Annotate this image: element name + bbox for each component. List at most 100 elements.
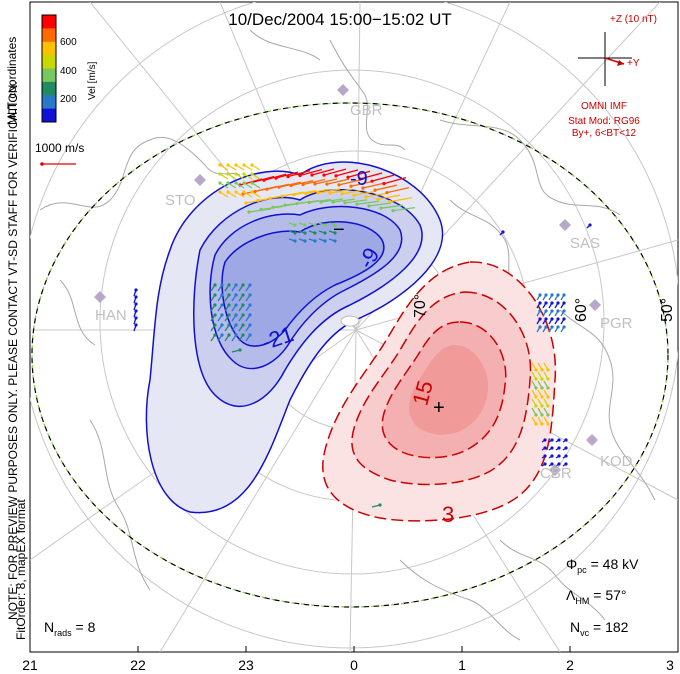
vector-origin [564,438,568,442]
vector-origin [540,386,544,390]
velocity-vector [320,198,344,203]
vector-origin [546,413,550,417]
vector-origin [220,283,224,287]
velocity-vector [350,180,374,187]
vector-origin [226,172,230,176]
vector-origin [220,293,224,297]
vector-origin [325,182,329,186]
vector-origin [544,309,548,313]
radar-marker [194,174,206,186]
vector-origin [546,368,550,372]
stat-n-vc: 182 [605,619,629,635]
vector-origin [218,181,222,185]
vector-origin [534,422,538,426]
vector-origin [293,231,297,235]
vector-origin [238,348,242,352]
vector-origin [242,190,246,194]
imf-condition: By+, 6<BT<12 [572,128,637,139]
colorbar-tick-200: 200 [60,94,77,105]
colorbar-tick-600: 600 [60,37,77,48]
vector-origin [540,413,544,417]
vector-origin [540,377,544,381]
velocity-vector [374,184,398,191]
vector-origin [501,230,505,234]
vector-origin [323,231,327,235]
vector-origin [283,203,287,207]
vector-origin [550,438,554,442]
vector-origin [292,192,296,197]
vector-origin [367,204,371,208]
stat-lambda-hm: 57° [605,587,626,603]
vector-origin [343,201,347,205]
velocity-vector [377,194,401,200]
velocity-vector [371,174,395,182]
vector-origin [226,181,230,185]
velocity-vector [386,186,410,194]
vector-origin [234,313,238,317]
vector-origin [534,395,538,399]
vector-origin [556,309,560,313]
vector-origin [388,199,392,204]
vector-origin [562,317,566,321]
radar-label: SAS [570,235,600,252]
vector-origin [234,323,238,327]
velocity-vector [302,178,326,186]
vector-origin [550,317,554,321]
vector-origin [313,182,317,186]
lat-label-50: 50° [659,298,676,322]
vector-origin [213,293,217,297]
vector-origin [323,223,327,227]
velocity-vector [344,199,368,204]
vector-origin [543,438,547,442]
colorbar-cell [42,15,56,29]
vector-origin [220,303,224,307]
vector-origin [337,183,341,187]
coordinate-label: MLT coordinates [5,37,19,125]
vector-origin [259,207,263,212]
vector-origin [323,239,327,243]
svg-text:Φpc = 48 kV: Φpc = 48 kV [566,556,639,575]
negative-cell [145,161,444,514]
vector-origin [546,377,550,381]
vector-origin [303,239,307,243]
vector-origin [226,190,230,194]
vector-origin [328,191,332,195]
vector-scale-label: 1000 m/s [35,141,84,155]
vector-origin [286,174,290,179]
radar-label: STO [165,192,196,209]
radar-label: GBR [350,102,383,119]
vector-origin [256,198,260,203]
velocity-vector [275,171,299,179]
colorbar-cell [42,68,56,83]
colorbar-cell [42,95,56,110]
vector-origin [268,196,272,200]
vector-origin [346,175,350,179]
vector-origin [534,377,538,381]
mlt-tick-label: 1 [458,657,466,673]
vector-origin [557,446,561,450]
vector-origin [546,386,550,390]
velocity-vector [365,192,389,198]
vector-origin [534,368,538,372]
vector-origin [234,190,238,194]
vector-origin [248,313,252,317]
velocity-vector [329,188,353,194]
mlt-tick-label: 22 [130,657,146,673]
vector-origin [134,323,138,327]
colorbar-cell [42,81,56,96]
vector-origin [361,186,365,190]
vector-origin [227,293,231,297]
vector-origin [303,223,307,227]
velocity-vector [335,169,359,177]
vector-origin [322,173,326,177]
radar-marker [337,84,349,96]
vector-origin [293,239,297,243]
vector-origin [234,172,238,176]
velocity-vector [347,170,371,178]
vector-origin [543,446,547,450]
vector-origin [538,293,542,297]
vector-origin [313,223,317,227]
radar-label: KOD [600,453,633,470]
vector-origin [370,179,374,183]
